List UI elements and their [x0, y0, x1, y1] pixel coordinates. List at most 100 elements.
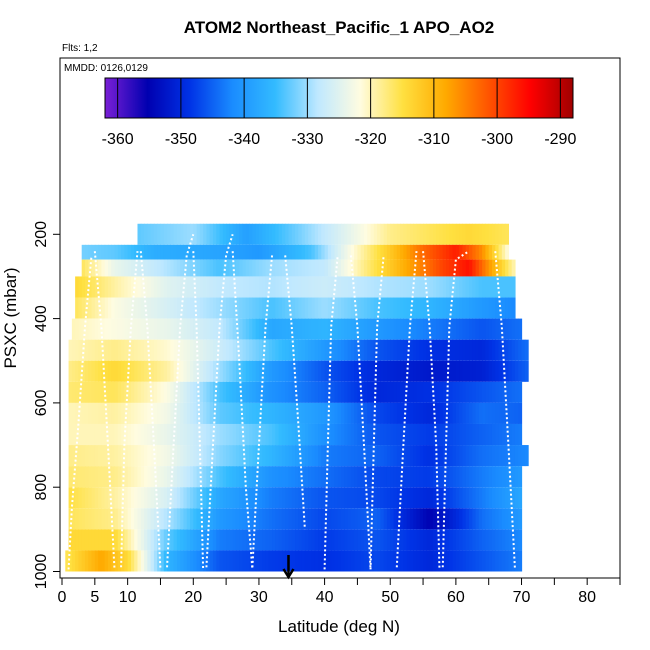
heatmap-cell [160, 244, 165, 260]
heatmap-cell [226, 529, 230, 551]
heatmap-cell [275, 508, 280, 530]
heatmap-cell [186, 550, 191, 572]
heatmap-cell [163, 381, 168, 403]
heatmap-cell [78, 339, 83, 361]
heatmap-cell [216, 259, 221, 277]
heatmap-cell [124, 423, 129, 446]
heatmap-cell [327, 402, 332, 424]
heatmap-cell [452, 529, 457, 551]
heatmap-cell [455, 259, 460, 277]
heatmap-cell [91, 466, 96, 488]
heatmap-cell [295, 318, 299, 340]
heatmap-cell [111, 466, 116, 488]
heatmap-cell [400, 402, 404, 424]
heatmap-cell [130, 423, 135, 446]
heatmap-cell [413, 402, 418, 424]
heatmap-cell [416, 259, 421, 277]
heatmap-cell [360, 297, 365, 319]
heatmap-cell [413, 360, 418, 382]
heatmap-cell [183, 297, 188, 319]
heatmap-cell [455, 297, 460, 319]
heatmap-cell [88, 487, 93, 509]
heatmap-cell [416, 276, 421, 298]
heatmap-cell [383, 487, 388, 509]
heatmap-cell [180, 466, 185, 488]
heatmap-cell [357, 318, 362, 340]
heatmap-cell [380, 529, 385, 551]
heatmap-cell [163, 423, 168, 446]
heatmap-cell [511, 381, 516, 403]
heatmap-cell [341, 466, 345, 488]
heatmap-cell [311, 297, 316, 319]
heatmap-cell [459, 466, 464, 488]
heatmap-cell [193, 276, 198, 298]
heatmap-cell [409, 445, 414, 467]
heatmap-cell [426, 339, 431, 361]
heatmap-cell [291, 318, 296, 340]
heatmap-cell [295, 550, 299, 572]
heatmap-cell [419, 423, 424, 446]
heatmap-cell [232, 276, 237, 298]
heatmap-cell [514, 487, 519, 509]
heatmap-cell [449, 487, 454, 509]
heatmap-cell [242, 360, 247, 382]
heatmap-cell [173, 360, 178, 382]
heatmap-cell [442, 318, 447, 340]
heatmap-cell [370, 466, 375, 488]
heatmap-cell [255, 244, 260, 260]
heatmap-cell [511, 466, 516, 488]
heatmap-cell [94, 339, 99, 361]
heatmap-cell [245, 297, 250, 319]
heatmap-cell [347, 508, 352, 530]
heatmap-cell [193, 318, 198, 340]
heatmap-cell [370, 259, 375, 277]
heatmap-cell [400, 276, 404, 298]
heatmap-cell [111, 276, 116, 298]
heatmap-cell [337, 276, 342, 298]
heatmap-cell [219, 360, 224, 382]
heatmap-cell [304, 381, 309, 403]
heatmap-cell [308, 445, 313, 467]
heatmap-cell [423, 550, 427, 572]
heatmap-cell [436, 360, 441, 382]
heatmap-cell [196, 318, 201, 340]
heatmap-cell [472, 550, 477, 572]
heatmap-cell [121, 360, 125, 382]
heatmap-cell [380, 381, 385, 403]
heatmap-cell [347, 360, 352, 382]
heatmap-cell [446, 445, 450, 467]
heatmap-cell [370, 297, 375, 319]
heatmap-cell [281, 276, 286, 298]
heatmap-cell [281, 508, 286, 530]
heatmap-cell [423, 487, 427, 509]
heatmap-cell [265, 487, 270, 509]
heatmap-cell [107, 487, 112, 509]
heatmap-cell [137, 402, 142, 424]
heatmap-cell [180, 508, 185, 530]
heatmap-cell [229, 529, 234, 551]
heatmap-cell [429, 297, 434, 319]
heatmap-cell [321, 244, 326, 260]
x-axis: 0 5 10 20 30 40 50 60 70 80 [58, 578, 621, 606]
heatmap-cell [495, 339, 500, 361]
heatmap-cell [242, 402, 247, 424]
heatmap-cell [130, 487, 135, 509]
heatmap-cell [75, 466, 80, 488]
heatmap-cell [242, 223, 247, 245]
heatmap-cell [281, 529, 286, 551]
heatmap-cell [160, 487, 165, 509]
heatmap-cell [196, 360, 201, 382]
heatmap-cell [393, 297, 398, 319]
heatmap-cell [226, 276, 230, 298]
heatmap-cell [173, 244, 178, 260]
heatmap-cell [455, 487, 460, 509]
heatmap-cell [144, 223, 148, 245]
heatmap-cell [68, 550, 73, 572]
heatmap-cell [127, 244, 132, 260]
heatmap-cell [285, 259, 290, 277]
heatmap-cell [409, 550, 414, 572]
heatmap-cell [491, 297, 496, 319]
heatmap-cell [272, 276, 276, 298]
heatmap-cell [124, 360, 129, 382]
